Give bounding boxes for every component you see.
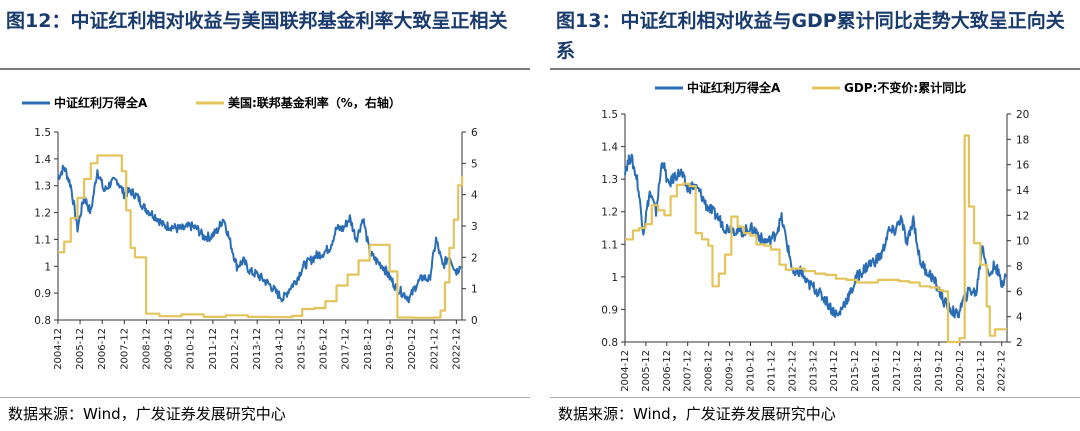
x-tick-label: 2020-12: [955, 350, 966, 392]
legend-label: 中证红利万得全A: [687, 80, 781, 95]
x-tick-label: 2017-12: [341, 328, 352, 370]
x-tick-label: 2022-12: [451, 328, 462, 370]
chart-panel-right: 图13：中证红利相对收益与GDP累计同比走势大致呈正向关系 0.8 0.9 1 1.1…: [550, 0, 1080, 431]
x-tick-label: 2013-12: [252, 328, 263, 370]
x-tick-label: 2007-12: [683, 350, 694, 392]
x-tick-label: 2011-12: [208, 328, 219, 370]
y-tick-label-left: 0.8: [601, 337, 618, 349]
x-tick-label: 2015-12: [296, 328, 307, 370]
source-note: 数据来源：Wind，广发证券发展研究中心: [8, 405, 286, 423]
x-tick-label: 2016-12: [871, 350, 882, 392]
y-tick-label-right: 12: [1016, 210, 1029, 222]
x-tick-label: 2018-12: [363, 328, 374, 370]
x-tick-label: 2019-12: [385, 328, 396, 370]
x-tick-label: 2014-12: [829, 350, 840, 392]
series-line-2: [58, 154, 464, 319]
title-divider: [550, 68, 1080, 70]
x-tick-label: 2017-12: [892, 350, 903, 392]
y-tick-label-left: 1.1: [34, 234, 51, 246]
y-tick-label-right: 20: [1016, 109, 1029, 121]
y-tick-label-left: 0.9: [34, 288, 51, 300]
x-tick-label: 2019-12: [934, 350, 945, 392]
chart-right: 0.80.911.11.21.31.41.5246810121416182020…: [601, 80, 1030, 392]
y-tick-label-right: 1: [471, 284, 478, 296]
y-tick-label-right: 8: [1016, 261, 1023, 273]
x-tick-label: 2015-12: [850, 350, 861, 392]
x-tick-label: 2010-12: [186, 328, 197, 370]
y-tick-label-right: 3: [471, 221, 478, 233]
y-tick-label-right: 4: [1016, 312, 1023, 324]
y-tick-label-right: 6: [471, 127, 478, 139]
x-tick-label: 2008-12: [704, 350, 715, 392]
y-tick-label-right: 0: [471, 315, 478, 327]
x-tick-label: 2004-12: [53, 328, 64, 370]
x-tick-label: 2004-12: [620, 350, 631, 392]
legend-label: GDP:不变价:累计同比: [844, 80, 966, 95]
y-tick-label-left: 1.2: [34, 208, 51, 220]
x-tick-label: 2012-12: [230, 328, 241, 370]
source-divider: [0, 397, 530, 398]
x-tick-label: 2008-12: [141, 328, 152, 370]
legend-label: 中证红利万得全A: [54, 95, 148, 110]
x-tick-label: 2014-12: [274, 328, 285, 370]
y-tick-label-left: 1.5: [34, 127, 51, 139]
y-tick-label-left: 0.8: [34, 315, 51, 327]
y-tick-label-right: 4: [471, 190, 478, 202]
y-tick-label-right: 2: [471, 252, 478, 264]
source-note: 数据来源：Wind，广发证券发展研究中心: [558, 405, 836, 423]
legend-label: 美国:联邦基金利率（%，右轴）: [228, 95, 401, 110]
x-tick-label: 2010-12: [746, 350, 757, 392]
x-tick-label: 2006-12: [97, 328, 108, 370]
y-tick-label-right: 2: [1016, 337, 1023, 349]
series-line-2: [625, 134, 1007, 344]
x-tick-label: 2006-12: [662, 350, 673, 392]
y-tick-label-left: 1.5: [601, 109, 618, 121]
y-tick-label-left: 1: [611, 272, 618, 284]
source-divider: [550, 397, 1080, 398]
series-line-1: [57, 164, 462, 304]
title-divider: [0, 68, 530, 70]
y-tick-label-left: 1.3: [34, 181, 51, 193]
x-tick-label: 2021-12: [976, 350, 987, 392]
y-tick-label-right: 14: [1016, 185, 1030, 197]
y-tick-label-right: 18: [1016, 134, 1029, 146]
y-tick-label-left: 1.2: [601, 207, 618, 219]
y-tick-label-left: 1.4: [601, 142, 618, 154]
chart-title: 图12：中证红利相对收益与美国联邦基金利率大致呈正相关: [6, 10, 508, 32]
y-tick-label-right: 5: [471, 158, 478, 170]
x-tick-label: 2009-12: [164, 328, 175, 370]
y-tick-label-right: 10: [1016, 236, 1029, 248]
chart-title: 图13：中证红利相对收益与GDP累计同比走势大致呈正向关系: [556, 10, 1065, 62]
x-tick-label: 2012-12: [787, 350, 798, 392]
y-tick-label-left: 1.4: [34, 154, 51, 166]
x-tick-label: 2011-12: [766, 350, 777, 392]
x-tick-label: 2013-12: [808, 350, 819, 392]
chart-left: 0.8 0.9 1 1.1 1.2 1.3 1.4 1.5 0 1 2 3 4 5 6 2004-12 2005…: [22, 95, 478, 370]
y-tick-label-left: 1.1: [601, 239, 618, 251]
x-tick-label: 2021-12: [429, 328, 440, 370]
x-tick-label: 2007-12: [119, 328, 130, 370]
x-tick-label: 2009-12: [725, 350, 736, 392]
x-tick-label: 2020-12: [407, 328, 418, 370]
y-tick-label-right: 6: [1016, 286, 1023, 298]
y-tick-label-right: 16: [1016, 160, 1030, 172]
x-tick-label: 2018-12: [913, 350, 924, 392]
x-tick-label: 2016-12: [319, 328, 330, 370]
y-tick-label-left: 1.3: [601, 174, 618, 186]
chart-panel-left: 图12：中证红利相对收益与美国联邦基金利率大致呈正相关 0.8 0.9 1 1.1 1.…: [0, 0, 530, 431]
y-tick-label-left: 1: [44, 261, 51, 273]
x-tick-label: 2005-12: [641, 350, 652, 392]
x-tick-label: 2022-12: [997, 350, 1008, 392]
x-tick-label: 2005-12: [75, 328, 86, 370]
y-tick-label-left: 0.9: [601, 304, 618, 316]
